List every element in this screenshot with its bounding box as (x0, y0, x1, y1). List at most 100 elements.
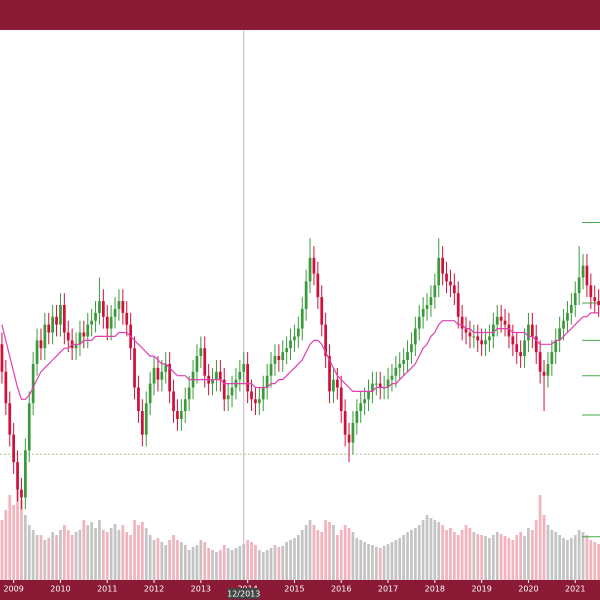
x-tick-label: 2013 (191, 585, 211, 594)
x-axis: 2009201020112012201320142015201620172018… (3, 580, 585, 599)
volume-bar (250, 542, 253, 580)
volume-bar (289, 540, 292, 580)
candle-body (491, 324, 495, 337)
candle-body (542, 371, 546, 376)
candle-body (105, 316, 109, 329)
candle-body (0, 344, 4, 372)
candle-body (101, 301, 105, 317)
volume-bar (581, 532, 585, 580)
volume-bar (339, 530, 343, 580)
volume-bar (374, 547, 378, 580)
volume-bar (480, 535, 484, 580)
volume-bar (265, 550, 269, 580)
candle-body (410, 344, 413, 353)
candle-body (137, 387, 140, 412)
candle-body (433, 285, 437, 298)
volume-bar (359, 540, 363, 580)
candle-body (66, 332, 70, 341)
volume-bar (597, 544, 600, 580)
candle-body (265, 375, 269, 388)
candle-body (449, 281, 452, 286)
volume-bar (390, 542, 394, 580)
candle-body (328, 356, 331, 392)
candle-body (460, 316, 464, 329)
volume-bar (78, 530, 82, 580)
candle-body (320, 297, 324, 325)
volume-bar (164, 545, 168, 580)
candle-body (113, 308, 117, 317)
candle-body (378, 383, 382, 388)
candle-body (456, 293, 460, 317)
candle-body (12, 434, 16, 463)
candle-body (59, 305, 62, 325)
volume-bar (472, 532, 476, 580)
candle-body (355, 411, 359, 423)
volume-bar (59, 530, 62, 580)
volume-bar (589, 540, 593, 580)
volume-bar (203, 542, 207, 580)
volume-bar (133, 520, 136, 580)
candle-body (172, 391, 175, 412)
candle-body (562, 320, 565, 329)
volume-bar (347, 528, 351, 580)
volume-bar (343, 525, 347, 580)
volume-bar (519, 532, 523, 580)
candle-body (312, 257, 316, 274)
candle-body (343, 411, 347, 435)
candle-body (203, 348, 207, 376)
candle-body (577, 277, 581, 294)
volume-bar (23, 515, 27, 580)
volume-bar (304, 525, 308, 580)
volume-bar (218, 550, 222, 580)
volume-bar (406, 532, 409, 580)
volume-bar (335, 535, 339, 580)
candle-body (199, 348, 203, 357)
candle-body (156, 367, 160, 380)
volume-bar (172, 535, 175, 580)
candle-body (215, 371, 218, 380)
volume-bar (211, 550, 214, 580)
volume-bar (491, 535, 495, 580)
volume-bar (140, 522, 144, 580)
volume-bar (523, 536, 526, 580)
candle-body (300, 308, 304, 329)
volume-bar (176, 540, 179, 580)
x-tick-label: 2018 (425, 585, 445, 594)
candle-body (488, 336, 491, 341)
candle-body (402, 360, 406, 364)
candle-body (20, 489, 23, 498)
volume-bar (293, 538, 296, 580)
candle-body (394, 367, 398, 376)
volume-bar (585, 535, 589, 580)
volume-bar (328, 522, 331, 580)
candle-body (250, 391, 253, 400)
volume-bar (35, 535, 39, 580)
volume-bar (324, 520, 328, 580)
candle-body (585, 265, 589, 286)
candle-body (445, 273, 448, 282)
volume-bar (86, 525, 90, 580)
volume-bar (413, 528, 417, 580)
volume-bar (273, 545, 277, 580)
volume-bar (246, 540, 250, 580)
volume-bar (577, 530, 581, 580)
volume-bar (421, 520, 425, 580)
candle-body (242, 363, 246, 372)
candle-body (296, 328, 300, 337)
candle-body (47, 324, 51, 333)
volume-bar (534, 520, 538, 580)
x-tick-label: 2019 (471, 585, 491, 594)
volume-bar (94, 528, 97, 580)
volume-bar (332, 525, 335, 580)
candle-body (187, 387, 191, 400)
volume-bar (386, 544, 390, 580)
candle-body (546, 363, 550, 376)
volume-bar (82, 520, 86, 580)
candle-body (218, 371, 222, 380)
x-axis-bar (0, 580, 600, 600)
candle-body (211, 379, 214, 384)
volume-bar (125, 532, 129, 580)
volume-bar (546, 525, 550, 580)
volume-bar (464, 525, 468, 580)
volume-bar (183, 545, 187, 580)
